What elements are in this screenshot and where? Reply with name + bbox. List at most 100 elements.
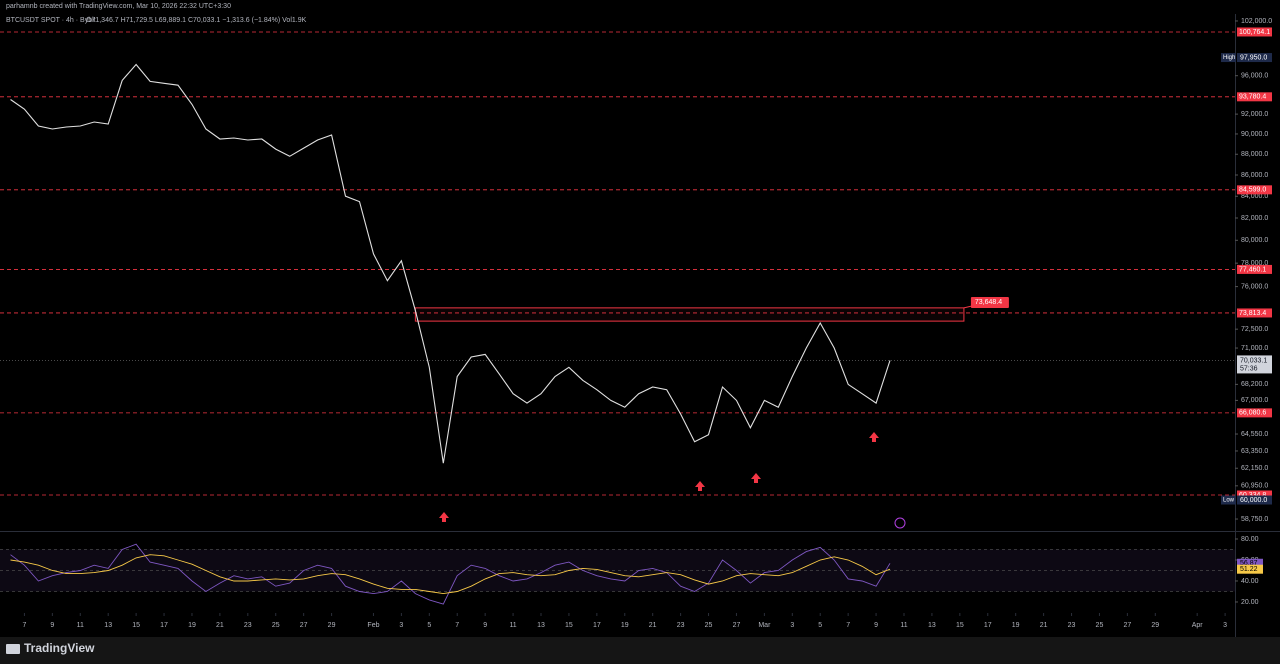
level-tag — [1237, 490, 1272, 500]
low-tag: Low — [1223, 498, 1235, 504]
zone — [414, 307, 965, 322]
x-tick-label: 25 — [1096, 622, 1104, 629]
level-label: 93,780.4 — [1239, 94, 1266, 101]
countdown: 57:36 — [1240, 365, 1258, 372]
current-price-label: 70,033.1 — [1240, 357, 1267, 364]
x-tick-label: 17 — [593, 622, 601, 629]
y-tick-label: 64,550.0 — [1241, 431, 1268, 438]
x-tick-label: 19 — [188, 622, 196, 629]
y-tick-label: 20.00 — [1241, 599, 1259, 606]
y-tick-label: 62,150.0 — [1241, 465, 1268, 472]
y-tick-label: 67,000.0 — [1241, 397, 1268, 404]
x-tick-label: 21 — [649, 622, 657, 629]
last-value-label: 51.22 — [1240, 566, 1258, 573]
high-tag: High — [1223, 55, 1235, 61]
logo-mark — [6, 644, 20, 654]
level-label: 73,813.4 — [1239, 310, 1266, 317]
ohlc: O71,346.7 H71,729.5 L69,889.1 C70,033.1 … — [86, 17, 307, 24]
y-tick-label: 90,000.0 — [1241, 131, 1268, 138]
series-line — [10, 63, 891, 464]
brand: TradingView — [24, 641, 95, 655]
y-tick-label: 60,950.0 — [1241, 483, 1268, 490]
arrow — [869, 432, 879, 442]
level-tag — [1237, 27, 1272, 37]
x-tick-label: 21 — [216, 622, 224, 629]
x-tick-label: 17 — [984, 622, 992, 629]
x-tick-label: 13 — [928, 622, 936, 629]
level-tag — [1237, 408, 1272, 418]
x-tick-label: 7 — [455, 622, 459, 629]
x-tick-label: 13 — [104, 622, 112, 629]
x-tick-label: 3 — [399, 622, 403, 629]
y-tick-label: 82,000.0 — [1241, 215, 1268, 222]
level-label: 77,460.1 — [1239, 266, 1266, 273]
x-tick-label: 21 — [1040, 622, 1048, 629]
x-tick-label: 15 — [565, 622, 573, 629]
x-tick-label: 17 — [160, 622, 168, 629]
y-tick-label: 84,000.0 — [1241, 193, 1268, 200]
x-tick-label: 23 — [1068, 622, 1076, 629]
x-tick-label: 29 — [328, 622, 336, 629]
x-tick-label: 7 — [846, 622, 850, 629]
series-line — [10, 554, 891, 595]
y-tick-label: 76,000.0 — [1241, 283, 1268, 290]
author-line: parhamnb created with TradingView.com, M… — [6, 3, 231, 10]
y-tick-label: 88,000.0 — [1241, 151, 1268, 158]
y-tick-label: 80,000.0 — [1241, 237, 1268, 244]
x-tick-label: 23 — [677, 622, 685, 629]
y-tick-label: 72,500.0 — [1241, 326, 1268, 333]
level-label: 60,334.8 — [1239, 492, 1266, 499]
x-tick-label: Feb — [367, 622, 379, 629]
x-tick-label: 27 — [300, 622, 308, 629]
x-tick-label: 3 — [790, 622, 794, 629]
y-tick-label: 68,200.0 — [1241, 381, 1268, 388]
arrows — [439, 432, 879, 522]
x-tick-label: 15 — [956, 622, 964, 629]
x-tick-label: 11 — [900, 622, 907, 629]
y-tick-label: 63,350.0 — [1241, 448, 1268, 455]
x-tick-label: 29 — [1151, 622, 1159, 629]
arrow — [751, 473, 761, 483]
level-tag — [1237, 185, 1272, 195]
x-tick-label: 19 — [1012, 622, 1020, 629]
y-tick-label: 80.00 — [1241, 536, 1259, 543]
level-tag — [1237, 264, 1272, 274]
y-tick-label: 78,000.0 — [1241, 260, 1268, 267]
high-box — [1237, 53, 1272, 63]
level-label: 66,080.6 — [1239, 410, 1266, 417]
y-tick-label: 71,000.0 — [1241, 345, 1268, 352]
level-label: 84,599.0 — [1239, 187, 1266, 194]
arrow — [439, 512, 449, 522]
y-tick-label: 96,000.0 — [1241, 73, 1268, 80]
y-tick-label: 92,000.0 — [1241, 111, 1268, 118]
low-label: 60,000.0 — [1240, 497, 1267, 504]
high-label: 97,950.0 — [1240, 54, 1267, 61]
y-tick-label: 102,000.0 — [1241, 18, 1272, 25]
x-tick-label: 13 — [537, 622, 545, 629]
x-tick-label: Apr — [1192, 622, 1204, 629]
x-tick-label: 7 — [22, 622, 26, 629]
x-tick-label: 11 — [509, 622, 516, 629]
x-tick-label: 19 — [621, 622, 629, 629]
arrow — [695, 481, 705, 491]
brand-logo: TradingView — [6, 641, 95, 655]
y-tick-label: 40.00 — [1241, 578, 1259, 585]
x-tick-label: 9 — [50, 622, 54, 629]
callout-label: 73,648.4 — [975, 299, 1002, 306]
alert-icon[interactable] — [894, 517, 906, 529]
low-box — [1237, 495, 1272, 505]
low-tag-box — [1221, 495, 1236, 505]
footer-bar — [0, 637, 1280, 664]
x-tick-label: 23 — [244, 622, 252, 629]
x-tick-label: 5 — [427, 622, 431, 629]
x-tick-label: 9 — [874, 622, 878, 629]
level-tag — [1237, 92, 1272, 102]
x-tick-label: 9 — [483, 622, 487, 629]
x-tick-label: 25 — [272, 622, 280, 629]
x-tick-label: 5 — [818, 622, 822, 629]
x-tick-label: 27 — [733, 622, 741, 629]
x-tick-label: Mar — [758, 622, 771, 629]
